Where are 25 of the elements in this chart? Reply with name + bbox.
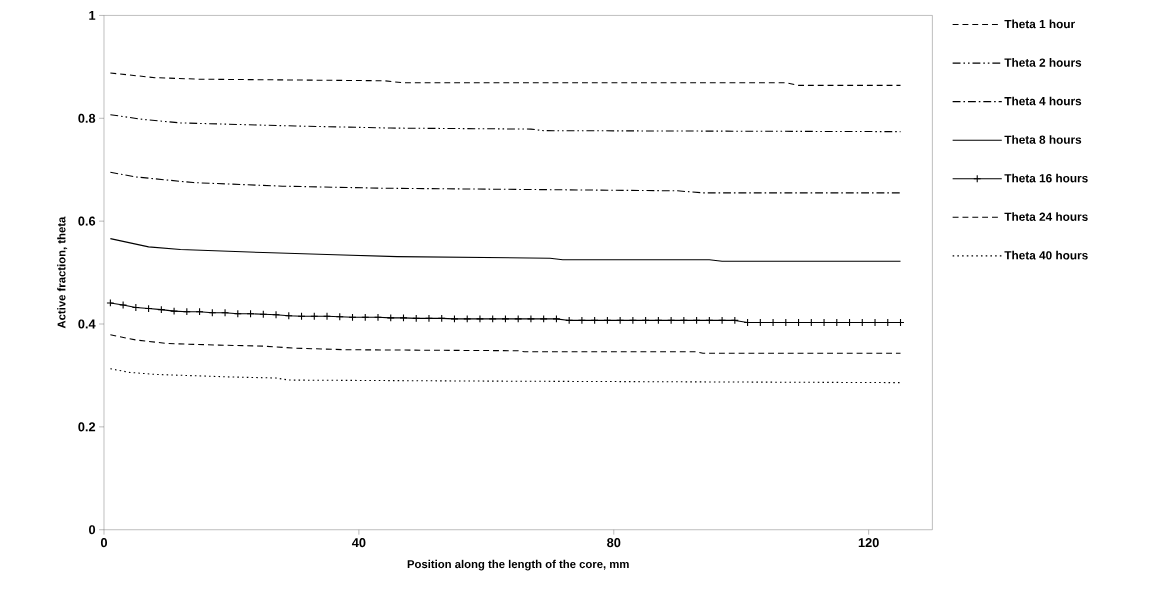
legend-label: Theta 16 hours [1004, 173, 1088, 183]
x-tick-label: 80 [607, 538, 621, 548]
x-axis-title: Position along the length of the core, mm [407, 560, 629, 571]
x-tick-label: 40 [351, 538, 366, 548]
y-tick-label: 0.4 [78, 319, 96, 329]
line-series [109, 72, 902, 87]
line-series [109, 114, 902, 133]
legend-label: Theta 8 hours [1004, 135, 1082, 145]
x-tick-label: 0 [100, 538, 108, 548]
line-series [109, 368, 902, 384]
y-tick-label: 0 [89, 525, 96, 535]
legend-label: Theta 1 hour [1004, 19, 1075, 29]
y-tick-label: 0.8 [78, 113, 96, 123]
y-tick-label: 0.6 [78, 216, 96, 226]
line-series [109, 238, 902, 262]
line-series [109, 334, 902, 355]
line-series [109, 171, 902, 194]
y-axis-title: Active fraction, theta [57, 216, 68, 329]
legend-label: Theta 40 hours [1004, 251, 1088, 260]
legend-label: Theta 24 hours [1004, 212, 1088, 222]
y-tick-label: 0.2 [78, 422, 96, 432]
legend-label: Theta 2 hours [1004, 58, 1082, 67]
legend-label: Theta 4 hours [1004, 96, 1082, 106]
y-tick-label: 1 [89, 11, 96, 21]
x-tick-label: 120 [858, 538, 879, 548]
